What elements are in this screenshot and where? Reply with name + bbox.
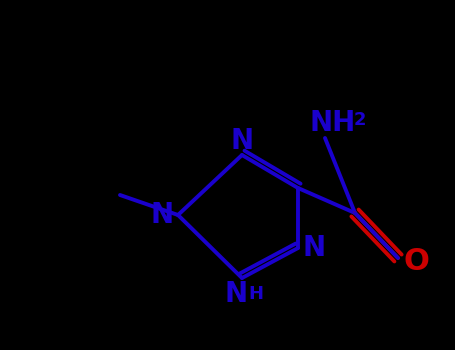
- Text: 2: 2: [354, 111, 366, 129]
- Text: N: N: [151, 201, 173, 229]
- Text: N: N: [230, 127, 253, 155]
- Text: O: O: [403, 247, 429, 276]
- Text: H: H: [248, 285, 263, 303]
- Text: N: N: [303, 234, 326, 262]
- Text: NH: NH: [310, 109, 356, 137]
- Text: N: N: [224, 280, 248, 308]
